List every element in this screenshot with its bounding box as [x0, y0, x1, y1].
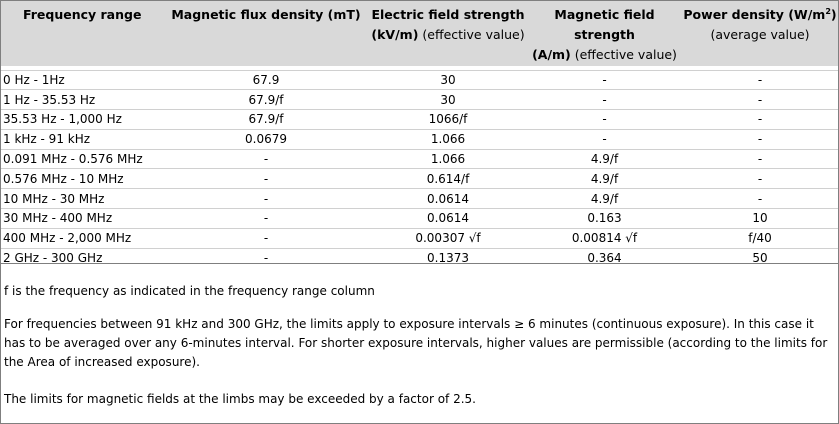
cell-magnetic-flux-density: -	[163, 247, 369, 268]
cell-magnetic-flux-density: 67.9/f	[163, 109, 369, 130]
header-frequency-range: Frequency range	[23, 7, 142, 22]
cell-electric-field-strength: 30	[369, 69, 527, 90]
table-row: 0 Hz - 1Hz 67.9 30- -	[1, 69, 838, 90]
header-power-density: Power density (W/m2) (average value)	[683, 6, 837, 42]
cell-frequency-range: 0.091 MHz - 0.576 MHz	[1, 148, 163, 169]
table-row: 1 kHz - 91 kHz 0.0679 1.066- -	[1, 128, 838, 150]
table-header-row: Frequency range Magnetic flux density (m…	[1, 1, 838, 66]
limits-table: Frequency range Magnetic flux density (m…	[1, 1, 838, 268]
cell-magnetic-field-strength: -	[527, 89, 682, 110]
cell-frequency-range: 35.53 Hz - 1,000 Hz	[1, 109, 163, 130]
cell-frequency-range: 1 kHz - 91 kHz	[1, 128, 163, 150]
cell-frequency-range: 1 Hz - 35.53 Hz	[1, 89, 163, 110]
cell-power-density: -	[682, 168, 838, 189]
cell-frequency-range: 0.576 MHz - 10 MHz	[1, 168, 163, 189]
cell-electric-field-strength: 0.1373	[369, 247, 527, 268]
cell-magnetic-flux-density: 67.9/f	[163, 89, 369, 110]
table-row: 2 GHz - 300 GHz -0.1373 0.364 50	[1, 247, 838, 268]
cell-magnetic-flux-density: -	[163, 227, 369, 249]
header-magnetic-flux-density: Magnetic flux density (mT)	[171, 7, 361, 22]
table-row: 400 MHz - 2,000 MHz -0.00307 √f 0.00814 √f…	[1, 227, 838, 249]
cell-electric-field-strength: 1.066	[369, 148, 527, 169]
cell-magnetic-flux-density: -	[163, 148, 369, 169]
cell-frequency-range: 0 Hz - 1Hz	[1, 69, 163, 90]
cell-power-density: -	[682, 109, 838, 130]
table-row: 0.576 MHz - 10 MHz -0.614/f 4.9/f -	[1, 168, 838, 189]
header-spacer	[1, 66, 838, 71]
cell-frequency-range: 2 GHz - 300 GHz	[1, 247, 163, 268]
cell-electric-field-strength: 0.00307 √f	[369, 227, 527, 249]
cell-power-density: -	[682, 89, 838, 110]
cell-magnetic-flux-density: -	[163, 208, 369, 229]
cell-frequency-range: 400 MHz - 2,000 MHz	[1, 227, 163, 249]
cell-electric-field-strength: 0.0614	[369, 188, 527, 209]
cell-magnetic-field-strength: 0.364	[527, 247, 682, 268]
cell-electric-field-strength: 1066/f	[369, 109, 527, 130]
cell-magnetic-flux-density: 0.0679	[163, 128, 369, 150]
cell-magnetic-flux-density: 67.9	[163, 69, 369, 90]
cell-power-density: -	[682, 148, 838, 169]
cell-magnetic-field-strength: 0.163	[527, 208, 682, 229]
table-row: 35.53 Hz - 1,000 Hz 67.9/f 1066/f - -	[1, 109, 838, 130]
cell-magnetic-field-strength: 0.00814 √f	[527, 227, 682, 249]
note-frequency-definition: f is the frequency as indicated in the f…	[4, 284, 375, 298]
notes-section: f is the frequency as indicated in the f…	[1, 263, 838, 423]
cell-magnetic-field-strength: 4.9/f	[527, 148, 682, 169]
note-limbs-factor: The limits for magnetic fields at the li…	[4, 392, 476, 406]
cell-frequency-range: 10 MHz - 30 MHz	[1, 188, 163, 209]
cell-electric-field-strength: 30	[369, 89, 527, 110]
cell-magnetic-field-strength: 4.9/f	[527, 168, 682, 189]
cell-power-density: -	[682, 69, 838, 90]
cell-electric-field-strength: 1.066	[369, 128, 527, 150]
cell-power-density: 50	[682, 247, 838, 268]
cell-magnetic-flux-density: -	[163, 188, 369, 209]
table-row: 30 MHz - 400 MHz -0.0614 0.163 10	[1, 208, 838, 229]
table-row: 10 MHz - 30 MHz -0.0614 4.9/f -	[1, 188, 838, 209]
cell-magnetic-field-strength: -	[527, 69, 682, 90]
cell-power-density: -	[682, 128, 838, 150]
table-row: 1 Hz - 35.53 Hz 67.9/f 30- -	[1, 89, 838, 110]
cell-electric-field-strength: 0.614/f	[369, 168, 527, 189]
cell-electric-field-strength: 0.0614	[369, 208, 527, 229]
cell-magnetic-field-strength: -	[527, 109, 682, 130]
header-electric-field-strength: Electric field strength (kV/m) (effectiv…	[371, 7, 525, 42]
cell-power-density: 10	[682, 208, 838, 229]
cell-magnetic-flux-density: -	[163, 168, 369, 189]
table-row: 0.091 MHz - 0.576 MHz -1.066 4.9/f -	[1, 148, 838, 169]
note-averaging-interval: For frequencies between 91 kHz and 300 G…	[4, 317, 828, 369]
header-magnetic-field-strength: Magnetic field strength (A/m) (effective…	[532, 7, 677, 62]
cell-magnetic-field-strength: 4.9/f	[527, 188, 682, 209]
cell-power-density: f/40	[682, 227, 838, 249]
cell-power-density: -	[682, 188, 838, 209]
cell-magnetic-field-strength: -	[527, 128, 682, 150]
cell-frequency-range: 30 MHz - 400 MHz	[1, 208, 163, 229]
